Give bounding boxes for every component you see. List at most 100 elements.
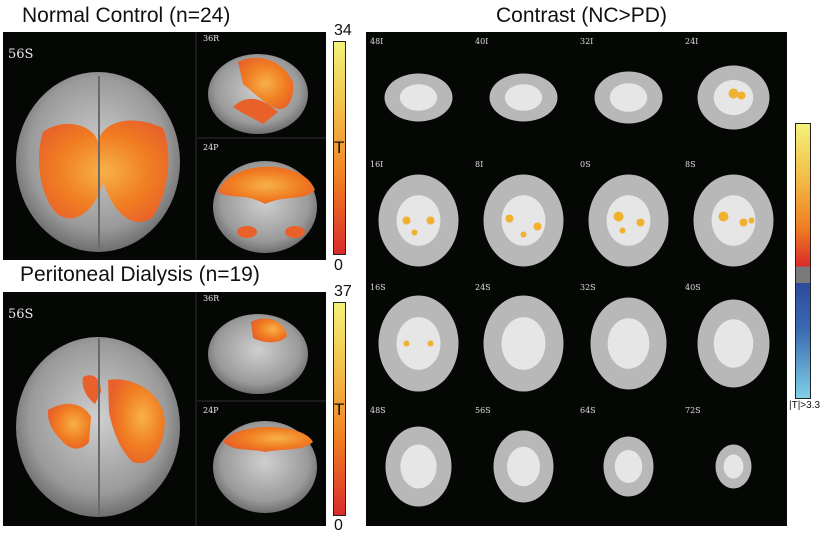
contrast-title: Contrast (NC>PD) <box>496 4 667 27</box>
slice-activation <box>636 218 645 227</box>
contrast-slice: 40S <box>685 283 770 388</box>
slice-white-matter <box>606 195 651 246</box>
slice-label: 8I <box>475 160 483 169</box>
slice-label: 48I <box>370 37 383 46</box>
pd-colorbar <box>333 302 346 516</box>
pd-colorbar-max: 37 <box>334 283 352 300</box>
slice-activation <box>619 227 626 234</box>
slice-label: 24I <box>685 37 698 46</box>
contrast-slice: 32I <box>580 37 663 124</box>
pd-colorbar-label: T <box>334 400 345 419</box>
panel-divider <box>195 400 326 402</box>
coronal-activation-right <box>285 226 305 238</box>
nc-colorbar-label: T <box>334 138 345 157</box>
normal-control-brain-images <box>16 32 326 260</box>
sagittal-slice-label: 36R <box>203 34 220 43</box>
contrast-slice: 24I <box>685 37 770 130</box>
slice-label: 32I <box>580 37 593 46</box>
slice-label: 16I <box>370 160 383 169</box>
slice-label: 64S <box>580 406 596 415</box>
contrast-slice: 72S <box>685 406 752 489</box>
contrast-slice: 56S <box>475 406 554 503</box>
slice-label: 0S <box>580 160 591 169</box>
slice-activation <box>748 217 755 224</box>
contrast-colorbar <box>795 123 811 399</box>
slice-label: 16S <box>370 283 386 292</box>
slice-label: 24S <box>475 283 491 292</box>
slice-white-matter <box>504 84 543 111</box>
contrast-slice: 8I <box>475 160 564 267</box>
slice-activation <box>533 222 542 231</box>
sagittal-activation <box>251 318 287 343</box>
sagittal-slice-label: 36R <box>203 294 220 303</box>
axial-slice-label: 56S <box>8 47 34 62</box>
contrast-slice: 64S <box>580 406 654 497</box>
axial-activation <box>39 120 169 223</box>
peritoneal-dialysis-brain-images <box>16 292 326 526</box>
slice-white-matter <box>607 318 650 369</box>
contrast-slice: 32S <box>580 283 667 390</box>
slice-white-matter <box>396 317 441 370</box>
slice-white-matter <box>711 195 756 246</box>
nc-colorbar <box>333 41 346 255</box>
slice-white-matter <box>723 454 744 479</box>
panel-divider-vertical <box>195 292 197 526</box>
slice-activation <box>613 211 624 222</box>
slice-activation <box>728 88 739 99</box>
slice-label: 48S <box>370 406 386 415</box>
slice-white-matter <box>713 319 754 368</box>
coronal-activation <box>223 427 313 452</box>
slice-white-matter <box>609 83 648 112</box>
coronal-slice-label: 24P <box>203 406 219 415</box>
slice-white-matter <box>400 444 437 489</box>
axial-activation-right <box>108 379 165 464</box>
slice-white-matter <box>396 195 441 246</box>
slice-white-matter <box>507 446 540 487</box>
coronal-activation <box>218 166 315 204</box>
nc-colorbar-min: 0 <box>334 257 343 274</box>
peritoneal-dialysis-panel: 56S 36R 24P <box>3 292 326 526</box>
slice-white-matter <box>501 317 546 370</box>
slice-activation <box>402 216 411 225</box>
slice-activation <box>505 214 514 223</box>
slice-label: 32S <box>580 283 596 292</box>
contrast-slice: 48S <box>370 406 452 507</box>
contrast-slice: 16S <box>370 283 459 392</box>
slice-label: 40S <box>685 283 701 292</box>
axial-slice-label: 56S <box>8 307 34 322</box>
slice-label: 56S <box>475 406 491 415</box>
contrast-panel: 48I 40I 32I 24I 16I 8I 0S 8S 16S 24S 32S 40S 48S 56S 6… <box>366 32 787 526</box>
slice-activation <box>403 340 410 347</box>
slice-label: 40I <box>475 37 488 46</box>
nc-colorbar-max: 34 <box>334 22 352 39</box>
contrast-slice-grid: 48I 40I 32I 24I 16I 8I 0S 8S 16S 24S 32S 40S 48S 56S 6… <box>370 37 774 507</box>
slice-white-matter <box>614 450 643 483</box>
slice-white-matter <box>399 84 438 111</box>
normal-control-title: Normal Control (n=24) <box>22 4 231 27</box>
slice-activation <box>520 231 527 238</box>
normal-control-panel: 56S 36R 24P <box>3 32 326 260</box>
peritoneal-dialysis-title: Peritoneal Dialysis (n=19) <box>20 263 260 286</box>
axial-activation-top <box>82 375 101 404</box>
slice-activation <box>426 216 435 225</box>
slice-activation <box>411 229 418 236</box>
slice-activation <box>427 340 434 347</box>
pd-colorbar-min: 0 <box>334 517 343 534</box>
slice-activation <box>737 91 746 100</box>
slice-label: 72S <box>685 406 701 415</box>
panel-divider-vertical <box>195 32 197 260</box>
contrast-slice: 16I <box>370 160 459 267</box>
slice-white-matter <box>501 195 546 246</box>
slice-label: 8S <box>685 160 696 169</box>
sagittal-activation-lower <box>233 98 278 124</box>
contrast-slice: 24S <box>475 283 564 392</box>
contrast-threshold-label: |T|>3.3 <box>789 400 821 411</box>
coronal-slice-label: 24P <box>203 143 219 152</box>
contrast-slice: 48I <box>370 37 453 122</box>
coronal-activation-left <box>237 226 257 238</box>
panel-divider <box>195 137 326 139</box>
slice-activation <box>739 218 748 227</box>
contrast-slice: 40I <box>475 37 558 122</box>
axial-activation-left <box>47 403 91 449</box>
contrast-slice: 0S <box>580 160 669 267</box>
